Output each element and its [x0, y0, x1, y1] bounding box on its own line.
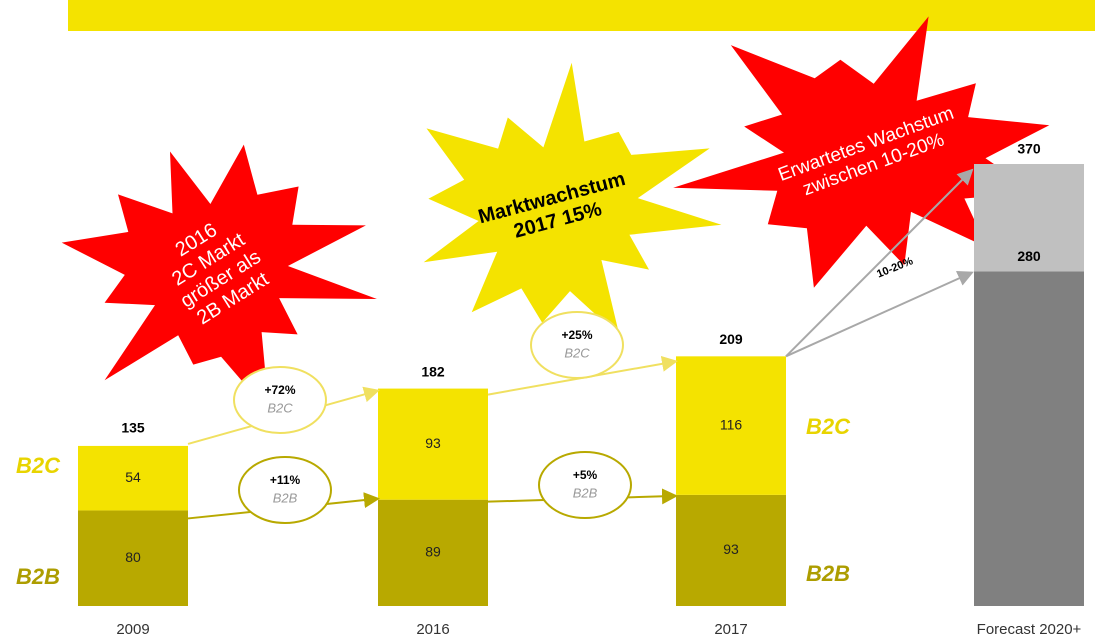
growth-series: B2C	[564, 345, 590, 360]
forecast-growth: 10-20%	[875, 255, 915, 280]
forecast-label: 370	[1017, 141, 1041, 157]
forecast-label: 280	[1017, 248, 1041, 264]
growth-label: +25%	[561, 328, 592, 342]
segment-label: 54	[125, 469, 141, 485]
legend-label: B2B	[16, 564, 60, 589]
segment-label: 93	[723, 541, 739, 557]
segment-label: 80	[125, 549, 141, 565]
forecast-base	[974, 271, 1084, 606]
bar-segment	[378, 499, 488, 606]
growth-bubble	[530, 311, 624, 379]
x-tick-label: 2017	[714, 621, 747, 638]
bar-segment	[78, 445, 188, 511]
segment-label: 93	[425, 435, 441, 451]
growth-series: B2C	[267, 400, 293, 415]
x-tick-label: Forecast 2020+	[977, 621, 1082, 638]
segment-label: 116	[720, 416, 743, 432]
growth-bubble	[238, 456, 332, 524]
bar-segment	[78, 510, 188, 606]
growth-label: +11%	[270, 473, 301, 487]
forecast-arrow	[785, 270, 974, 358]
legend-label: B2C	[806, 414, 851, 439]
growth-bubble	[538, 451, 632, 519]
total-label: 135	[121, 419, 145, 435]
growth-series: B2B	[273, 490, 298, 505]
legend-label: B2C	[16, 453, 61, 478]
starburst	[423, 62, 722, 337]
legend-label: B2B	[806, 561, 850, 586]
growth-label: +5%	[573, 468, 598, 482]
bar-segment	[676, 356, 786, 495]
x-tick-label: 2016	[416, 621, 449, 638]
forecast-range	[974, 164, 1084, 272]
x-tick-label: 2009	[116, 621, 149, 638]
total-label: 209	[719, 331, 743, 347]
growth-label: +72%	[264, 383, 295, 397]
total-label: 182	[421, 363, 445, 379]
banner	[68, 0, 1095, 31]
starburst	[61, 144, 377, 413]
forecast-arrow	[785, 168, 974, 358]
growth-bubble	[233, 366, 327, 434]
starburst	[673, 16, 1050, 288]
segment-label: 89	[425, 544, 441, 560]
bar-segment	[676, 494, 786, 606]
bar-segment	[378, 388, 488, 500]
growth-series: B2B	[573, 485, 598, 500]
